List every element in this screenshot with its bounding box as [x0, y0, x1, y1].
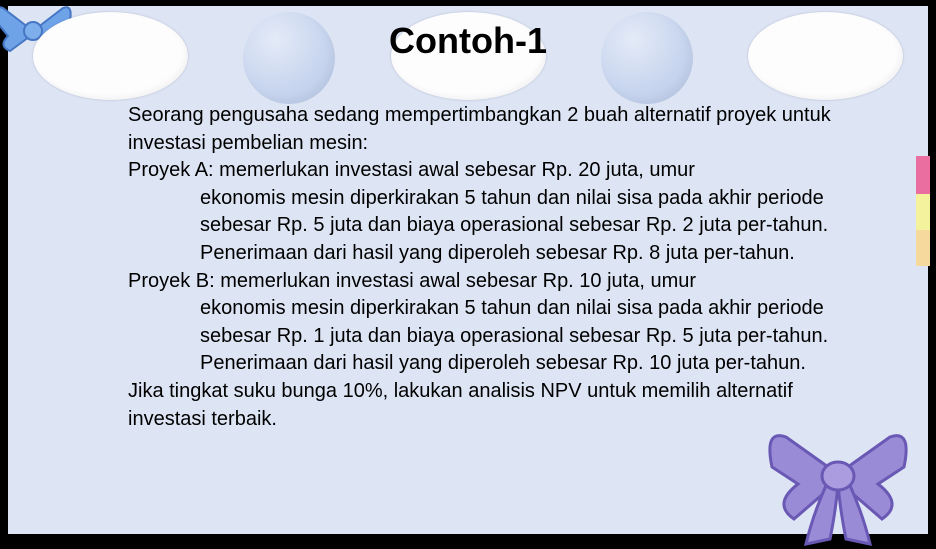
closing-text: Jika tingkat suku bunga 10%, lakukan ana… [128, 378, 838, 433]
slide: Contoh-1 Seorang pengusaha sedang memper… [0, 0, 936, 540]
slide-body: Seorang pengusaha sedang mempertimbangka… [128, 102, 838, 433]
intro-text: Seorang pengusaha sedang mempertimbangka… [128, 102, 838, 157]
proyek-a-line1: Proyek A: memerlukan investasi awal sebe… [128, 157, 838, 185]
proyek-a-line2: ekonomis mesin diperkirakan 5 tahun dan … [128, 185, 838, 268]
slide-title: Contoh-1 [8, 20, 928, 62]
bow-icon-bottom-right [758, 419, 918, 549]
proyek-b-line2: ekonomis mesin diperkirakan 5 tahun dan … [128, 295, 838, 378]
proyek-b-line1: Proyek B: memerlukan investasi awal sebe… [128, 268, 838, 296]
stripe-decoration [916, 156, 930, 266]
